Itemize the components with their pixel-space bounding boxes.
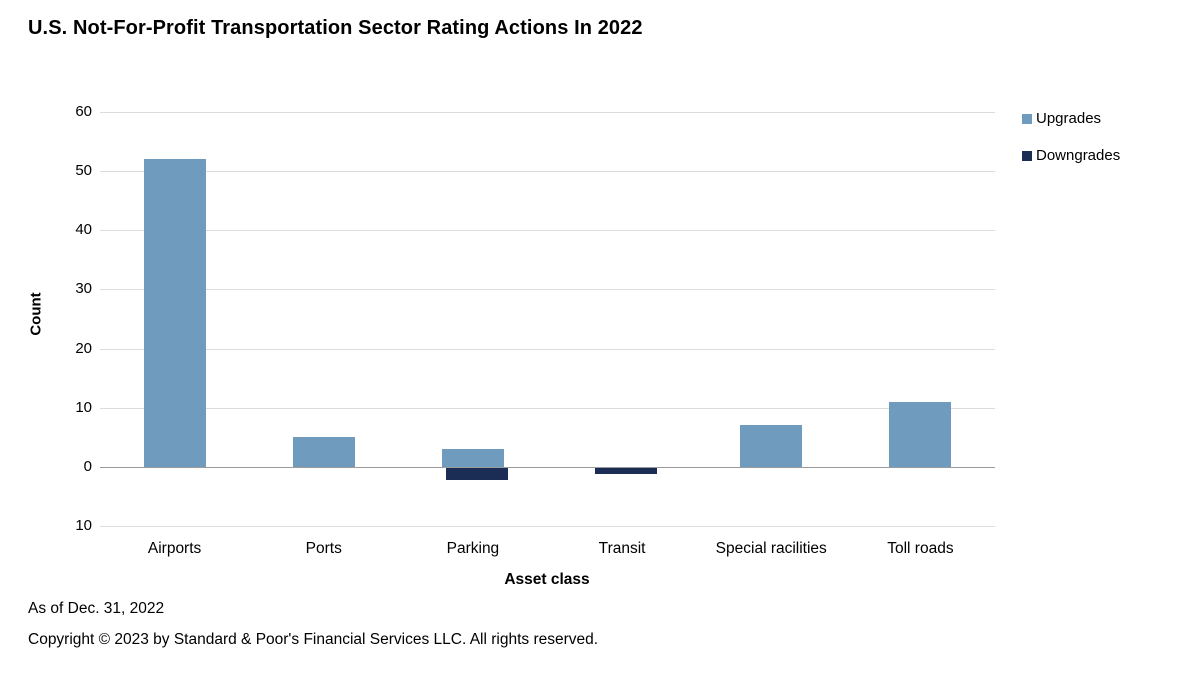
x-axis-title: Asset class <box>504 571 590 588</box>
zero-axis-line <box>100 466 995 468</box>
y-axis-tick-label: 10 <box>75 398 92 416</box>
gridline <box>100 348 995 350</box>
legend-label: Downgrades <box>1036 147 1121 164</box>
x-axis-category-label-transit: Transit <box>598 540 646 557</box>
y-axis-tick-label: 50 <box>75 162 92 180</box>
bar-downgrades-parking <box>445 467 508 480</box>
gridline <box>100 171 995 173</box>
y-axis-tick-label: 60 <box>75 103 92 120</box>
footnote-copyright: Copyright © 2023 by Standard & Poor's Fi… <box>28 631 599 648</box>
y-axis-tick-label: 40 <box>75 221 92 239</box>
bar-upgrades-airports <box>143 159 206 467</box>
gridline <box>100 526 995 527</box>
x-axis-category-label-special-racilities: Special racilities <box>715 540 827 557</box>
y-axis-tick-label: 10 <box>75 517 92 534</box>
y-axis-tick-label: 20 <box>75 339 92 357</box>
gridline <box>100 112 995 113</box>
y-axis-tick-label: 0 <box>83 457 92 475</box>
bar-downgrades-transit <box>595 467 658 474</box>
plot-area <box>100 112 995 527</box>
x-axis-category-labels: Airports Ports Parking Transit Special racil… <box>100 540 995 564</box>
gridline <box>100 407 995 409</box>
footnote-as-of-date: As of Dec. 31, 2022 <box>28 600 165 617</box>
bar-upgrades-special-racilities <box>740 425 803 467</box>
legend: Upgrades Downgrades <box>1022 110 1120 184</box>
x-axis-category-label-parking: Parking <box>446 540 500 557</box>
chart-title: U.S. Not-For-Profit Transportation Secto… <box>28 17 643 39</box>
bar-upgrades-ports <box>292 437 355 467</box>
y-axis-tick-label: 30 <box>75 280 92 298</box>
bar-upgrades-parking <box>441 449 504 467</box>
gridline <box>100 230 995 232</box>
legend-item-upgrades: Upgrades <box>1022 110 1120 127</box>
x-axis-category-label-toll-roads: Toll roads <box>887 540 954 557</box>
x-axis-category-label-airports: Airports <box>147 540 202 557</box>
y-axis-tick-labels: 60 50 40 30 20 10 0 10 <box>0 103 92 534</box>
bar-upgrades-toll-roads <box>889 401 952 467</box>
gridline <box>100 289 995 291</box>
legend-label: Upgrades <box>1036 110 1102 127</box>
x-axis-category-label-ports: Ports <box>305 540 342 557</box>
legend-item-downgrades: Downgrades <box>1022 147 1120 164</box>
legend-swatch-icon <box>1022 113 1032 124</box>
legend-swatch-icon <box>1022 150 1032 161</box>
